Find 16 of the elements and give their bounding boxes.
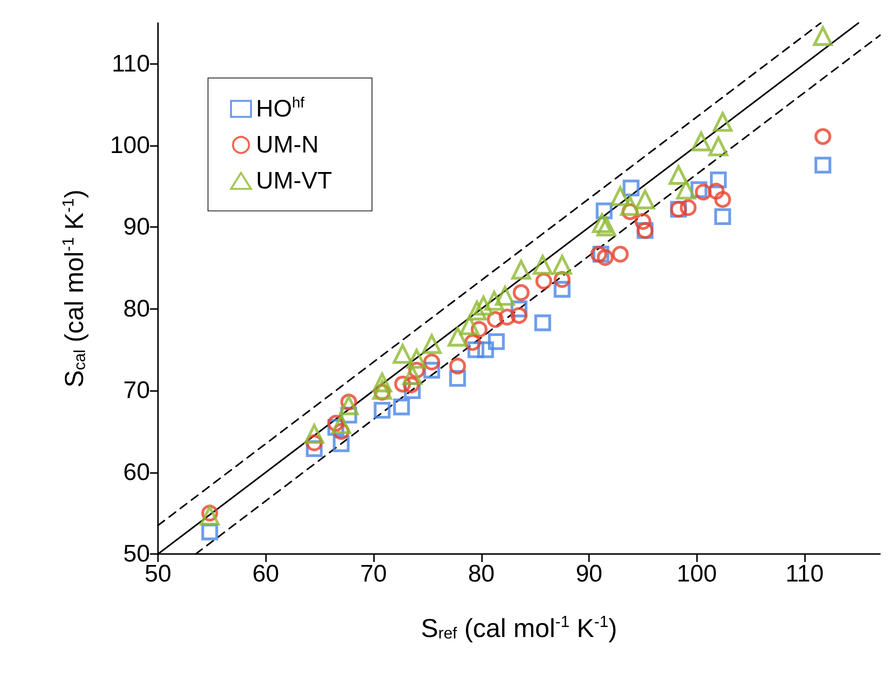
x-tick-label: 90 (576, 560, 602, 588)
legend-label: UM-N (256, 131, 319, 158)
y-axis-title: Scal (cal mol-1 K-1) (59, 189, 90, 388)
x-tick-label: 70 (360, 560, 387, 588)
y-tick-label: 110 (112, 50, 150, 78)
y-tick-label: 80 (123, 295, 150, 322)
x-tick-label: 80 (468, 560, 495, 588)
y-tick-label: 100 (110, 132, 150, 160)
x-tick-label: 100 (676, 560, 717, 588)
x-tick-label: 110 (785, 560, 824, 588)
x-tick-label: 50 (144, 560, 172, 588)
x-tick-label: 60 (252, 560, 280, 588)
legend-label: UM-VT (256, 167, 332, 194)
y-tick-label: 90 (123, 214, 150, 241)
y-tick-label: 70 (123, 377, 150, 404)
y-tick-label: 60 (123, 458, 150, 486)
